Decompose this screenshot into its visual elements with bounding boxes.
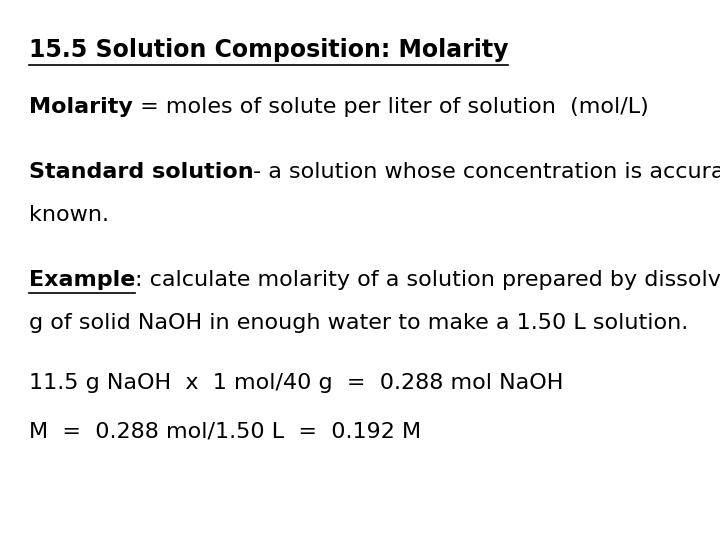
Text: = moles of solute per liter of solution  (mol/L): = moles of solute per liter of solution … [132,97,649,117]
Text: Molarity: Molarity [29,97,132,117]
Text: : calculate molarity of a solution prepared by dissolving 11.5: : calculate molarity of a solution prepa… [135,270,720,290]
Text: - a solution whose concentration is accurately: - a solution whose concentration is accu… [253,162,720,182]
Text: g of solid NaOH in enough water to make a 1.50 L solution.: g of solid NaOH in enough water to make … [29,313,688,333]
Text: Standard solution: Standard solution [29,162,253,182]
Text: Example: Example [29,270,135,290]
Text: 15.5 Solution Composition: Molarity: 15.5 Solution Composition: Molarity [29,38,508,62]
Text: 11.5 g NaOH  x  1 mol/40 g  =  0.288 mol NaOH: 11.5 g NaOH x 1 mol/40 g = 0.288 mol NaO… [29,373,563,393]
Text: known.: known. [29,205,109,225]
Text: M  =  0.288 mol/1.50 L  =  0.192 M: M = 0.288 mol/1.50 L = 0.192 M [29,421,421,441]
